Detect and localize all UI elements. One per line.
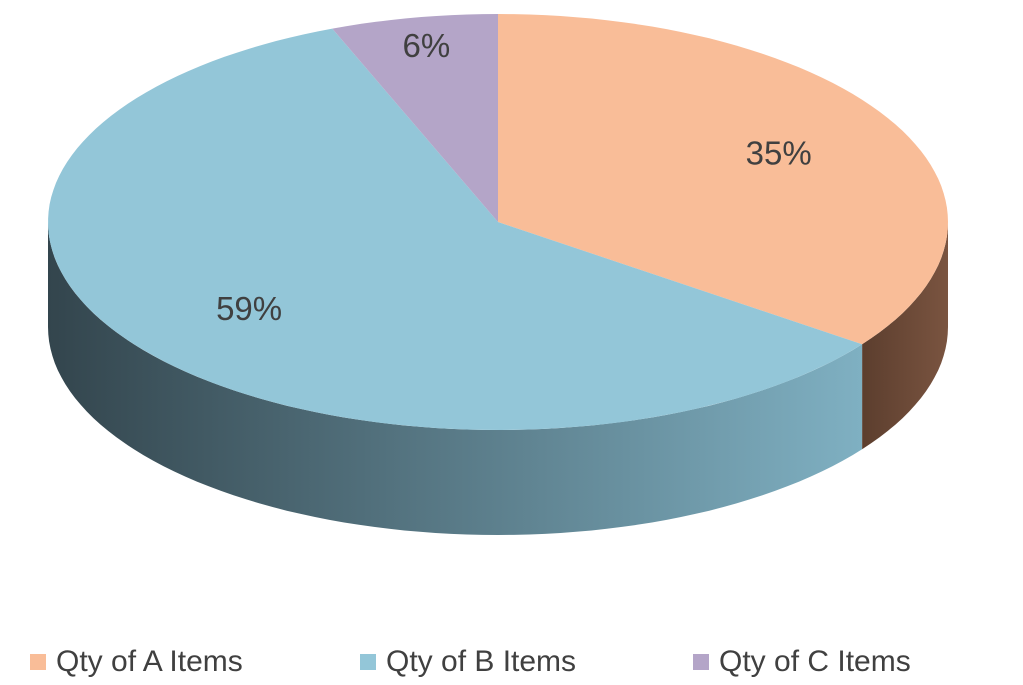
data-label: 59%: [216, 290, 282, 327]
legend-swatch: [30, 654, 46, 670]
slice-side: [48, 222, 863, 535]
legend-label: Qty of A Items: [56, 645, 243, 678]
legend-swatch: [693, 654, 709, 670]
slice: [332, 14, 498, 222]
legend-label: Qty of B Items: [386, 645, 576, 678]
slice: [498, 14, 948, 345]
data-label: 6%: [402, 27, 450, 64]
legend-label: Qty of C Items: [719, 645, 911, 678]
slice-side: [862, 222, 948, 450]
legend-swatch: [360, 654, 376, 670]
slice: [48, 28, 863, 430]
data-label: 35%: [746, 135, 812, 172]
